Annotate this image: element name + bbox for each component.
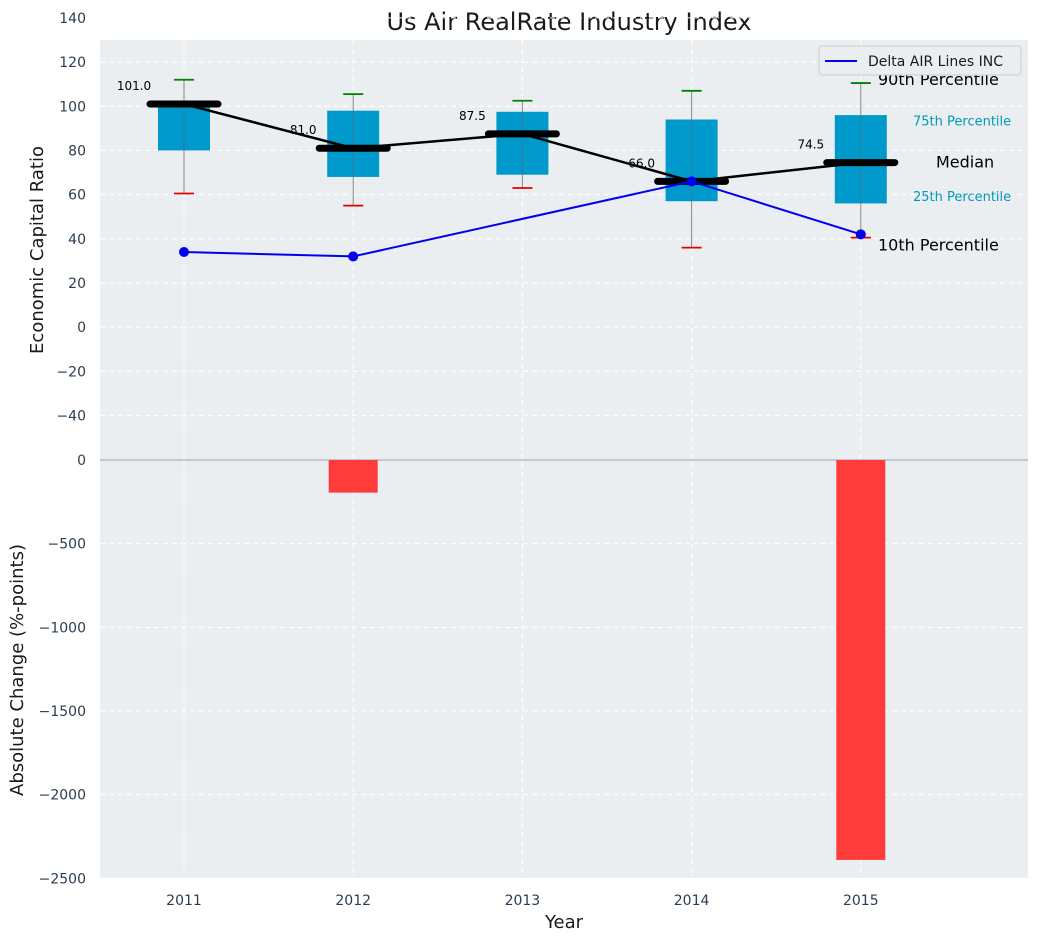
- delta-point-2015: [855, 229, 866, 240]
- bottom-bars: [328, 460, 886, 860]
- top-y-tick-label: 140: [59, 11, 86, 27]
- delta-point-2012: [348, 251, 359, 262]
- median-series: [146, 100, 899, 185]
- median-label: Median: [936, 152, 994, 171]
- bottom-gridlines: [100, 543, 1028, 879]
- median-value-label-2011: 101.0: [117, 79, 151, 93]
- p25-label: 25th Percentile: [913, 190, 1011, 205]
- change-bar-2012: [328, 460, 378, 493]
- p75-label: 75th Percentile: [913, 115, 1011, 130]
- delta-series-line: [183, 180, 862, 258]
- median-value-label-2013: 87.5: [459, 109, 486, 123]
- top-y-tick-label: 80: [68, 143, 86, 159]
- median-value-label-2012: 81.0: [290, 123, 317, 137]
- bottom-y-axis-label: Absolute Change (%-points): [7, 544, 28, 796]
- x-tick-labels: 2011 2012 2013 2014 2015: [166, 893, 878, 909]
- bottom-y-tick-label: −2500: [39, 871, 86, 887]
- x-tick-label: 2014: [674, 893, 710, 909]
- median-value-label-2015: 74.5: [797, 138, 824, 152]
- x-tick-label: 2015: [843, 893, 879, 909]
- top-plot-background: [100, 40, 1028, 460]
- bottom-y-tick-label: −500: [48, 537, 86, 553]
- top-y-tick-label: 100: [59, 99, 86, 115]
- top-y-tick-labels: 140 120 100 80 60 40 20 0 −20 −40: [56, 11, 86, 424]
- bottom-y-tick-label: −1500: [39, 704, 86, 720]
- top-gridlines: [100, 17, 1028, 416]
- top-y-tick-label: 40: [68, 232, 86, 248]
- top-y-axis-label: Economic Capital Ratio: [27, 146, 48, 354]
- delta-series: [179, 176, 866, 262]
- bottom-y-tick-label: −1000: [39, 620, 86, 636]
- bottom-y-tick-label: −2000: [39, 788, 86, 804]
- chart-title: Us Air RealRate Industry Index: [386, 8, 751, 36]
- top-y-tick-label: 60: [68, 188, 86, 204]
- top-y-tick-label: 0: [77, 320, 86, 336]
- top-y-tick-label: −40: [56, 408, 86, 424]
- median-value-labels: 101.0 81.0 87.5 66.0 74.5: [117, 79, 824, 170]
- x-tick-label: 2011: [166, 893, 202, 909]
- legend: Delta AIR Lines INC: [818, 45, 1022, 76]
- top-y-tick-label: 120: [59, 55, 86, 71]
- x-axis-label: Year: [544, 912, 584, 933]
- x-tick-label: 2012: [335, 893, 371, 909]
- top-y-tick-label: −20: [56, 364, 86, 380]
- legend-box: [818, 45, 1022, 76]
- delta-point-2014: [686, 176, 697, 187]
- change-bar-2015: [836, 460, 886, 860]
- top-boxes: [158, 78, 887, 249]
- median-value-label-2014: 66.0: [628, 156, 655, 170]
- top-y-tick-label: 20: [68, 276, 86, 292]
- bottom-plot-background: [100, 460, 1028, 878]
- delta-point-2011: [179, 247, 189, 258]
- bottom-y-tick-labels: 0 −500 −1000 −1500 −2000 −2500: [39, 453, 86, 887]
- bottom-y-tick-label: 0: [77, 453, 86, 469]
- x-tick-label: 2013: [505, 893, 541, 909]
- p10-label: 10th Percentile: [878, 235, 999, 254]
- legend-label: Delta AIR Lines INC: [868, 54, 1003, 70]
